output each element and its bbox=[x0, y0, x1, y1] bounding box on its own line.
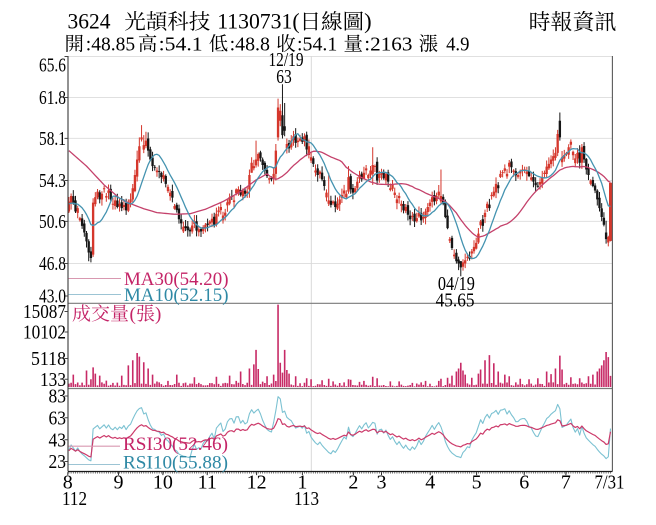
svg-text:7: 7 bbox=[561, 471, 571, 493]
svg-text:MA10(52.15): MA10(52.15) bbox=[124, 285, 229, 306]
svg-text:11: 11 bbox=[198, 471, 217, 493]
svg-text:83: 83 bbox=[49, 386, 67, 408]
svg-text:RSI30(52.46): RSI30(52.46) bbox=[123, 434, 228, 455]
svg-text:113: 113 bbox=[294, 488, 319, 510]
svg-text:65.6: 65.6 bbox=[39, 55, 66, 77]
svg-text:15087: 15087 bbox=[23, 301, 66, 323]
svg-text:8: 8 bbox=[63, 471, 73, 493]
svg-text::54.1: :54.1 bbox=[159, 35, 203, 56]
svg-text:3: 3 bbox=[377, 471, 387, 493]
svg-text:4: 4 bbox=[425, 471, 435, 493]
svg-text::48.85: :48.85 bbox=[86, 35, 135, 56]
svg-text:61.8: 61.8 bbox=[39, 87, 66, 109]
svg-text:43.0: 43.0 bbox=[39, 286, 66, 308]
svg-text:58.1: 58.1 bbox=[39, 128, 66, 150]
svg-text:): ) bbox=[155, 304, 161, 325]
svg-text::2163: :2163 bbox=[364, 35, 412, 56]
svg-text:1: 1 bbox=[297, 471, 307, 493]
svg-text:7/31: 7/31 bbox=[595, 471, 625, 493]
svg-text:9: 9 bbox=[114, 471, 124, 493]
svg-text:MA30(54.20): MA30(54.20) bbox=[124, 269, 229, 290]
svg-text:5: 5 bbox=[472, 471, 482, 493]
svg-text:23: 23 bbox=[49, 451, 67, 473]
svg-text:54.3: 54.3 bbox=[39, 170, 66, 192]
svg-text::54.1: :54.1 bbox=[297, 35, 337, 56]
svg-text:50.6: 50.6 bbox=[39, 211, 66, 233]
svg-text:43: 43 bbox=[49, 429, 67, 451]
svg-text:6: 6 bbox=[519, 471, 529, 493]
svg-text:10102: 10102 bbox=[23, 322, 66, 344]
svg-text:112: 112 bbox=[62, 488, 87, 510]
svg-text:4.9: 4.9 bbox=[446, 35, 469, 56]
svg-text::48.8: :48.8 bbox=[230, 35, 270, 56]
svg-text:04/19: 04/19 bbox=[438, 274, 475, 295]
svg-text:RSI10(55.88): RSI10(55.88) bbox=[123, 452, 228, 473]
svg-text:1130731(: 1130731( bbox=[217, 9, 299, 34]
svg-text:5118: 5118 bbox=[31, 348, 66, 370]
svg-text:): ) bbox=[364, 9, 372, 34]
svg-text:2: 2 bbox=[348, 471, 358, 493]
svg-text:45.65: 45.65 bbox=[436, 290, 475, 311]
svg-text:133: 133 bbox=[40, 369, 66, 391]
svg-text:63: 63 bbox=[49, 407, 67, 429]
svg-text:10: 10 bbox=[153, 471, 173, 493]
svg-text:(: ( bbox=[130, 304, 136, 325]
svg-text:12/19: 12/19 bbox=[269, 50, 304, 71]
svg-text:46.8: 46.8 bbox=[39, 253, 66, 275]
svg-text:3624: 3624 bbox=[68, 9, 111, 34]
svg-text:63: 63 bbox=[276, 67, 292, 88]
svg-text:12: 12 bbox=[247, 471, 267, 493]
